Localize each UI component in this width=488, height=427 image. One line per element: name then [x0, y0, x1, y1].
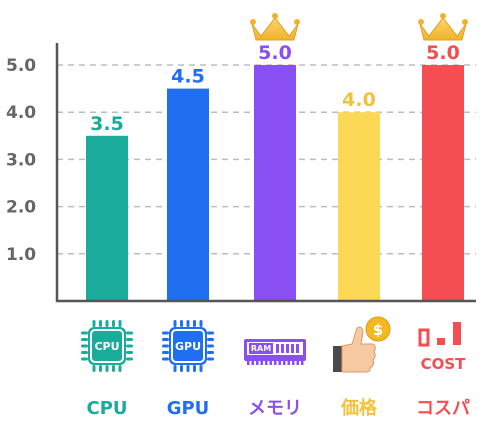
- bars: [86, 65, 464, 301]
- crown-icon: [418, 13, 468, 41]
- cpu-chip-icon: CPU: [81, 320, 133, 372]
- category-label: メモリ: [248, 398, 302, 419]
- category-label: コスパ: [416, 398, 470, 419]
- svg-text:CPU: CPU: [94, 340, 119, 353]
- y-tick-label: 1.0: [6, 245, 36, 265]
- bar: [86, 135, 128, 301]
- value-label: 3.5: [90, 113, 124, 135]
- value-label: 4.5: [171, 66, 205, 88]
- gpu-chip-icon: GPU: [162, 320, 214, 372]
- category-icons: CPU GPU RAM $ COST: [81, 316, 467, 373]
- value-label: 4.0: [342, 89, 376, 111]
- category-label: 価格: [340, 397, 378, 419]
- value-label: 5.0: [258, 42, 292, 64]
- category-label: GPU: [167, 398, 210, 419]
- y-tick-label: 2.0: [6, 198, 36, 218]
- y-axis-ticks: 1.0 2.0 3.0 4.0 5.0: [6, 56, 36, 265]
- cost-bar-icon: COST: [418, 322, 467, 373]
- svg-text:$: $: [373, 321, 383, 339]
- value-labels: 3.5 4.5 5.0 4.0 5.0: [90, 42, 460, 135]
- svg-text:GPU: GPU: [175, 340, 201, 353]
- bar: [254, 65, 296, 301]
- bar: [338, 112, 380, 301]
- crown-icon: [250, 13, 300, 41]
- bar: [167, 88, 209, 301]
- svg-text:COST: COST: [421, 355, 467, 373]
- category-label: CPU: [86, 398, 127, 419]
- value-label: 5.0: [426, 42, 460, 64]
- y-tick-label: 5.0: [6, 56, 36, 76]
- bar: [422, 65, 464, 301]
- svg-text:RAM: RAM: [251, 344, 271, 353]
- price-thumbs-up-coin-icon: $: [333, 316, 391, 373]
- y-tick-label: 3.0: [6, 150, 36, 170]
- crowns: [250, 13, 468, 41]
- category-labels: CPU GPU メモリ 価格 コスパ: [86, 397, 470, 419]
- axes: [55, 43, 476, 303]
- y-tick-label: 4.0: [6, 103, 36, 123]
- ram-module-icon: RAM: [244, 339, 306, 365]
